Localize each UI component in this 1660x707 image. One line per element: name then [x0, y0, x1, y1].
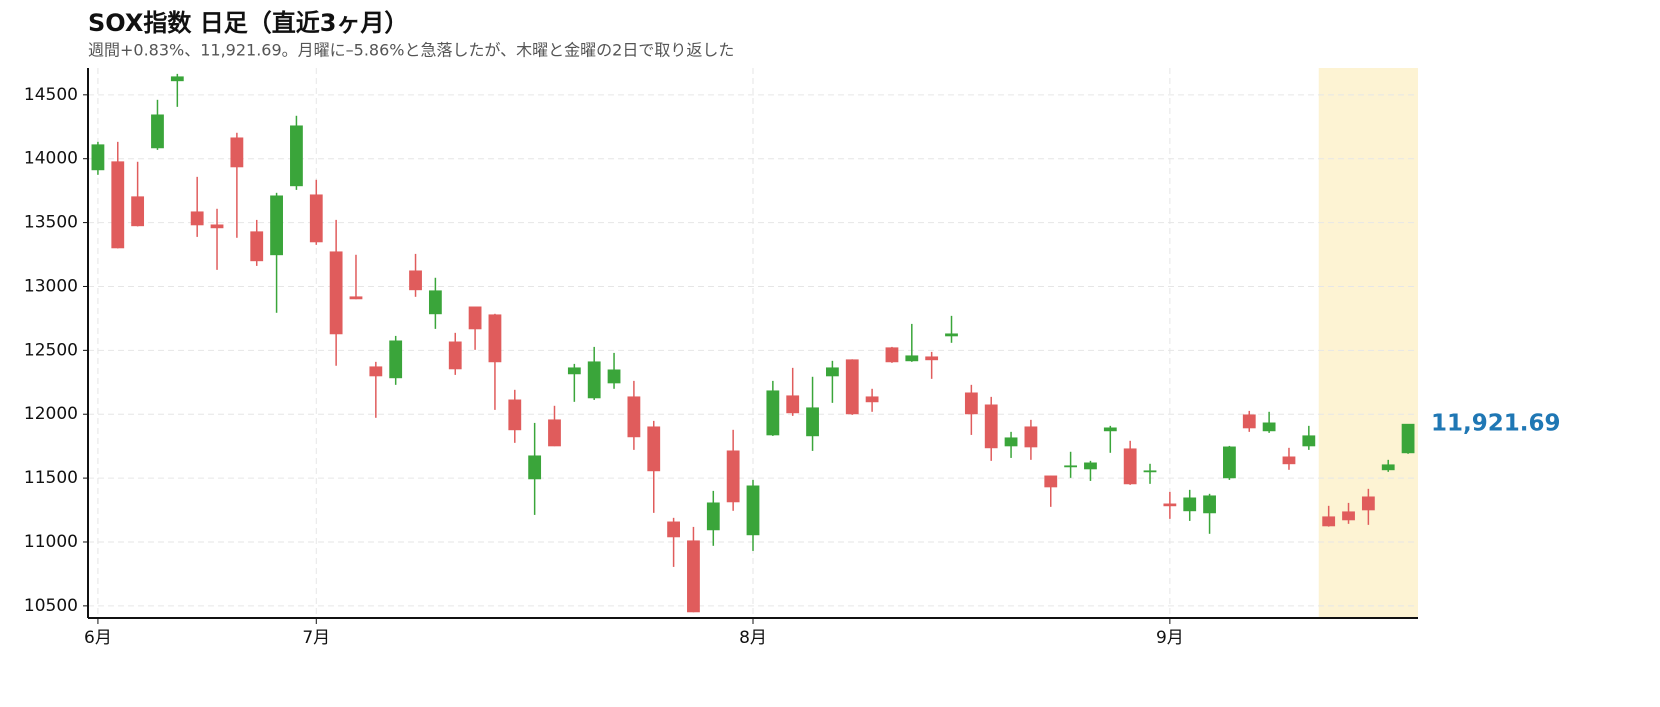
candle-body: [369, 366, 383, 377]
candle-body: [409, 270, 422, 291]
candle-body: [567, 367, 581, 375]
chart-subtitle: 週間+0.83%、11,921.69。月曜に–5.86%と急落したが、木曜と金曜…: [88, 41, 734, 60]
candle-body: [1163, 503, 1177, 507]
candle-body: [925, 356, 939, 361]
candle-body: [726, 450, 740, 503]
candle-body: [1183, 497, 1197, 512]
candle-body: [746, 485, 760, 536]
candle-body: [964, 392, 978, 415]
candle-body: [270, 195, 283, 256]
candle-body: [1342, 511, 1355, 521]
candle-body: [250, 231, 264, 262]
candle-body: [587, 361, 601, 399]
candle-body: [1223, 446, 1236, 479]
candle-body: [905, 355, 919, 362]
candle-body: [151, 114, 164, 149]
y-tick-label: 13500: [24, 213, 78, 233]
candle-body: [826, 367, 839, 377]
candle-body: [1381, 464, 1395, 471]
chart-title: SOX指数 日足（直近3ヶ月）: [88, 9, 408, 37]
candle-body: [885, 347, 899, 363]
candle-body: [1282, 456, 1296, 465]
candle-body: [865, 396, 879, 403]
candle-body: [309, 194, 323, 243]
candle-body: [766, 390, 780, 436]
candle-body: [1302, 435, 1316, 447]
x-tick-label: 9月: [1156, 628, 1184, 648]
candle-body: [627, 396, 641, 438]
candle-body: [607, 369, 621, 384]
candle-body: [1044, 475, 1058, 488]
candle-body: [230, 137, 244, 168]
candle-body: [389, 340, 403, 379]
last-value-label: 11,921.69: [1431, 411, 1561, 437]
y-tick-label: 12000: [24, 404, 78, 424]
candle-body: [528, 455, 542, 480]
candle-body: [1322, 516, 1336, 527]
x-tick-label: 7月: [302, 628, 330, 648]
y-tick-label: 11000: [24, 532, 78, 552]
candle-body: [170, 76, 184, 82]
candle-body: [448, 341, 462, 370]
candle-body: [488, 314, 502, 363]
x-tick-label: 8月: [739, 628, 767, 648]
candle-body: [548, 419, 561, 447]
candle-body: [131, 196, 145, 227]
y-tick-label: 14000: [24, 149, 78, 169]
candle-body: [508, 399, 522, 431]
candle-body: [1262, 422, 1276, 432]
y-tick-label: 11500: [24, 468, 78, 488]
candle-body: [1024, 426, 1038, 448]
candle-body: [687, 540, 700, 613]
y-tick-label: 13000: [24, 276, 78, 296]
y-tick-label: 10500: [24, 596, 78, 616]
candle-body: [1203, 495, 1216, 514]
candle-body: [845, 359, 859, 415]
candle-body: [111, 161, 125, 249]
candle-body: [647, 426, 661, 472]
candle-body: [1123, 448, 1137, 485]
candle-body: [1401, 423, 1415, 454]
candle-body: [667, 521, 680, 538]
highlight-band: [1318, 68, 1418, 618]
candle-body: [984, 404, 998, 449]
candle-body: [91, 144, 105, 171]
candle-body: [1064, 465, 1078, 468]
candle-body: [210, 224, 224, 229]
candle-body: [1103, 427, 1117, 432]
candle-body: [290, 125, 303, 187]
candle-body: [945, 333, 958, 337]
candle-body: [468, 306, 482, 330]
candle-body: [1084, 462, 1097, 470]
candle-body: [1004, 437, 1018, 447]
y-tick-label: 12500: [24, 340, 78, 360]
y-tick-label: 14500: [24, 85, 78, 105]
candle-body: [349, 296, 363, 300]
candle-body: [1143, 470, 1157, 473]
candle-body: [329, 251, 343, 335]
candle-body: [190, 211, 204, 226]
candle-body: [428, 290, 442, 315]
x-tick-label: 6月: [84, 628, 112, 648]
candle-body: [786, 395, 800, 414]
candle-body: [806, 407, 819, 437]
candle-body: [1361, 496, 1375, 511]
candle-body: [1242, 414, 1256, 429]
candle-body: [706, 502, 720, 531]
